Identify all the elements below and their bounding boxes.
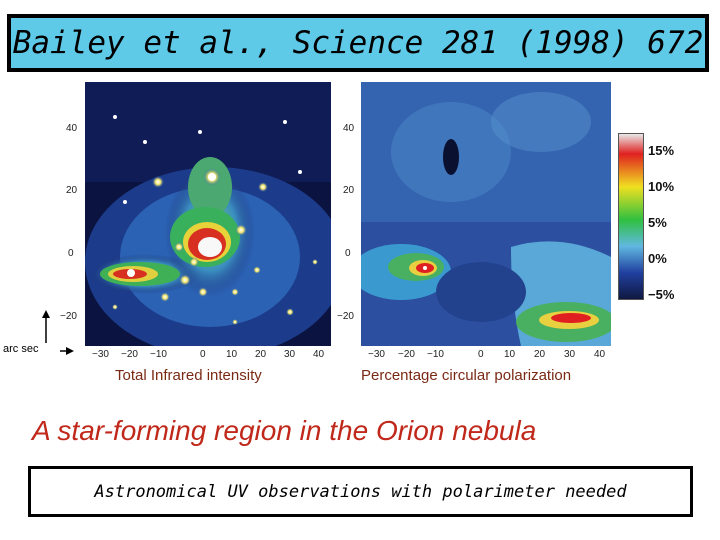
colorbar [618,133,644,300]
left-x-tick: 20 [255,349,267,360]
left-y-tick: −20 [60,311,77,322]
left-x-tick: 10 [226,349,238,360]
right-x-tick: −10 [427,349,444,360]
axis-arrows [42,310,74,355]
right-y-tick: 40 [343,123,355,134]
left-x-tick: −30 [92,349,109,360]
colorbar-label: −5% [648,287,675,302]
right-x-tick: −30 [368,349,385,360]
footer-text: Astronomical UV observations with polari… [94,481,627,502]
right-x-tick: 0 [478,349,484,360]
right-y-tick: −20 [337,311,354,322]
slide-title: Bailey et al., Science 281 (1998) 672 [12,25,704,61]
footer-box: Astronomical UV observations with polari… [28,466,693,517]
left-x-tick: −10 [150,349,167,360]
right-y-tick: 0 [345,248,351,259]
left-x-tick: 30 [284,349,296,360]
left-x-tick: 0 [200,349,206,360]
left-y-tick: 20 [66,185,78,196]
headline: A star-forming region in the Orion nebul… [32,415,537,446]
right-y-tick: 20 [343,185,355,196]
colorbar-label: 15% [648,143,675,158]
right-x-tick: 10 [504,349,516,360]
right-x-tick: 30 [564,349,576,360]
right-x-tick: −20 [398,349,415,360]
colorbar-label: 10% [648,179,675,194]
infrared-intensity-map [85,82,331,346]
left-y-tick: 0 [68,248,74,259]
left-x-tick: −20 [121,349,138,360]
left-panel-caption: Total Infrared intensity [115,367,262,384]
title-box: Bailey et al., Science 281 (1998) 672 [7,14,709,72]
right-panel-caption: Percentage circular polarization [361,367,572,384]
right-x-tick: 40 [594,349,606,360]
colorbar-label: 0% [648,251,667,266]
left-x-tick: 40 [313,349,325,360]
colorbar-label: 5% [648,215,667,230]
right-x-tick: 20 [534,349,546,360]
circular-polarization-map [361,82,611,346]
axis-unit-label: arc sec [3,343,39,355]
circular-polarization-image [361,82,611,346]
left-y-tick: 40 [66,123,78,134]
infrared-intensity-image [85,82,331,346]
